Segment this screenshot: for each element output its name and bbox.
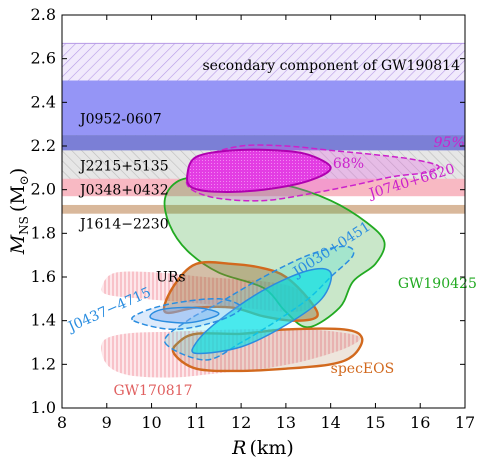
j0030-contour-68	[191, 267, 333, 355]
x-tick-label: 16	[410, 413, 430, 432]
x-tick-label: 17	[455, 413, 475, 432]
gw170817-region-lower	[101, 328, 361, 378]
y-tick-label: 1.0	[31, 398, 56, 417]
x-axis: 8 9 10 11 12 13 14 15 16 17	[57, 15, 475, 432]
mass-band-label: J0952-0607	[78, 112, 162, 128]
y-tick-label: 2.2	[31, 136, 56, 155]
band-labels: secondary component of GW190814 J0952-060…	[78, 58, 460, 232]
gw190425-region	[163, 175, 386, 329]
j0740-label-68: 68%	[333, 156, 364, 172]
x-tick-label: 10	[141, 413, 161, 432]
j0740-contour-68	[186, 148, 332, 193]
j0740-label-95: 95%	[434, 135, 465, 151]
x-tick-label: 15	[365, 413, 385, 432]
y-tick-label: 1.8	[31, 223, 56, 242]
gw170817-label: GW170817	[113, 383, 192, 399]
x-tick-label: 14	[320, 413, 340, 432]
y-tick-label: 2.8	[31, 5, 56, 24]
y-tick-label: 2.6	[31, 49, 56, 68]
x-tick-label: 12	[231, 413, 251, 432]
mass-band	[62, 43, 465, 81]
y-axis: 1.0 1.2 1.4 1.6 1.8 2.0 2.2 2.4 2.6 2.8	[31, 5, 465, 417]
urs-label: URs	[156, 269, 186, 285]
y-tick-label: 2.4	[31, 92, 56, 111]
constraint-regions	[101, 144, 440, 378]
plot-frame	[61, 14, 466, 409]
x-tick-label: 9	[102, 413, 112, 432]
y-axis-label: MNS(M⊙)	[7, 168, 31, 256]
speceos-label: specEOS	[331, 361, 395, 377]
y-tick-label: 1.4	[31, 311, 56, 330]
j0437-contour-95	[131, 297, 242, 331]
gw190425-label: GW190425	[398, 276, 477, 292]
mass-band-label: secondary component of GW190814	[202, 58, 460, 74]
mass-band-label: J1614−2230	[78, 216, 169, 232]
x-axis-label: R (km)	[231, 437, 294, 459]
mass-band-label: J2215+5135	[78, 159, 169, 175]
y-tick-label: 1.6	[31, 267, 56, 286]
y-tick-label: 1.2	[31, 354, 56, 373]
j0437-contour-68	[149, 306, 220, 324]
plot-area	[62, 42, 465, 378]
x-tick-label: 11	[186, 413, 206, 432]
mass-band	[62, 204, 465, 214]
y-tick-label: 2.0	[31, 180, 56, 199]
mass-band-label: J0348+0432	[78, 183, 169, 199]
x-tick-label: 8	[57, 413, 67, 432]
mass-band-overlap	[62, 135, 465, 151]
x-tick-label: 13	[276, 413, 296, 432]
